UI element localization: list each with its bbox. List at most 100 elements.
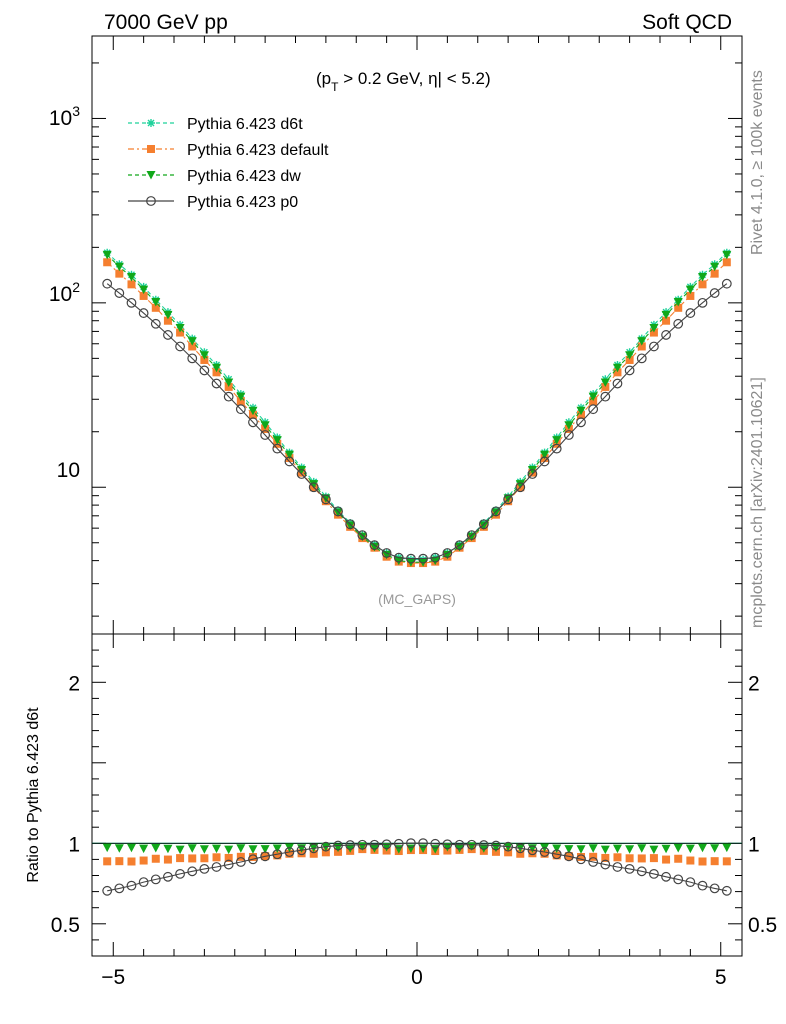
data-point: [491, 508, 501, 517]
data-point: [393, 552, 404, 563]
data-point: [114, 288, 125, 298]
ratio-y-tick-label-right: 0.5: [748, 914, 777, 937]
data-point: [430, 556, 440, 566]
data-point: [333, 506, 343, 517]
data-point: [138, 308, 149, 318]
ratio-point: [551, 849, 562, 860]
data-point: [625, 351, 635, 360]
legend-label: Pythia 6.423 default: [187, 142, 329, 159]
ratio-point: [721, 885, 732, 896]
legend-marker-symbol: [146, 171, 156, 180]
data-point: [235, 404, 246, 415]
ratio-point: [636, 866, 647, 877]
ratio-point: [285, 849, 294, 858]
ratio-series-2: [102, 838, 732, 896]
data-point: [698, 280, 707, 289]
ratio-point: [563, 851, 574, 862]
data-point: [163, 310, 173, 320]
ratio-series-1: [102, 842, 732, 855]
ratio-point: [540, 849, 549, 858]
ratio-series-group: [102, 838, 732, 896]
legend-marker: [146, 196, 156, 206]
series-line: [106, 261, 728, 564]
data-point: [139, 291, 148, 300]
data-point: [503, 494, 514, 505]
ratio-point: [673, 874, 684, 885]
legend-marker: [147, 119, 155, 127]
ratio-point: [710, 844, 720, 853]
data-point: [151, 298, 161, 307]
data-point: [685, 308, 696, 318]
ratio-point: [236, 844, 246, 853]
ratio-point: [625, 845, 635, 854]
legend-entry-dw: Pythia 6.423 dw: [128, 168, 301, 185]
ratio-point: [138, 877, 149, 888]
ratio-point: [649, 845, 659, 855]
data-point: [175, 341, 185, 352]
ratio-point: [393, 838, 404, 849]
data-point: [685, 285, 695, 295]
data-point: [223, 391, 234, 402]
ratio-point: [212, 844, 222, 854]
data-point: [114, 262, 124, 272]
data-point: [430, 552, 441, 563]
ratio-point: [163, 844, 173, 854]
data-point: [296, 469, 307, 479]
ratio-point: [114, 883, 125, 894]
data-point: [199, 351, 209, 360]
data-point: [661, 310, 671, 320]
data-point: [552, 436, 562, 445]
data-point: [115, 269, 124, 278]
ratio-point: [527, 845, 538, 856]
data-point: [624, 365, 635, 376]
ratio-point: [175, 868, 185, 879]
ratio-point: [176, 854, 185, 863]
ratio-point: [284, 847, 295, 857]
x-tick-label: 0: [411, 966, 423, 989]
data-point: [236, 397, 245, 406]
data-point: [260, 430, 271, 440]
ratio-point: [588, 844, 598, 853]
data-point: [248, 417, 258, 428]
data-point: [600, 378, 610, 387]
ratio-point: [601, 853, 610, 862]
ratio-point: [649, 868, 659, 879]
data-point: [661, 330, 671, 340]
data-point: [722, 258, 731, 267]
data-point: [576, 406, 586, 416]
data-point: [710, 269, 719, 278]
data-point: [479, 521, 489, 531]
ratio-point: [199, 863, 210, 874]
data-point: [357, 530, 368, 541]
data-point: [600, 391, 611, 402]
data-point: [369, 540, 380, 551]
data-point: [308, 482, 319, 493]
ratio-point: [272, 844, 282, 853]
ratio-point: [454, 839, 465, 850]
data-point: [466, 530, 477, 541]
ratio-point: [175, 845, 185, 855]
ratio-point: [308, 843, 319, 854]
data-point: [406, 553, 416, 564]
ratio-point: [637, 844, 647, 853]
data-point: [613, 368, 622, 377]
ratio-point: [698, 857, 707, 866]
data-point: [515, 482, 526, 493]
ratio-point: [697, 880, 708, 891]
data-point: [673, 318, 684, 329]
ratio-point: [588, 857, 599, 867]
series-0: [103, 248, 731, 564]
main-y-tick-labels: 10 102 103: [49, 103, 80, 482]
data-point: [467, 532, 477, 542]
ratio-point: [297, 849, 306, 858]
ratio-y-tick-label-right: 2: [748, 672, 760, 695]
data-point: [103, 258, 112, 267]
data-point: [563, 430, 574, 440]
ratio-point: [613, 853, 622, 862]
data-point: [260, 421, 270, 430]
data-point: [564, 421, 574, 430]
data-point: [369, 542, 379, 552]
ratio-point: [552, 851, 561, 860]
ratio-point: [504, 848, 513, 857]
ratio-point: [382, 843, 392, 852]
